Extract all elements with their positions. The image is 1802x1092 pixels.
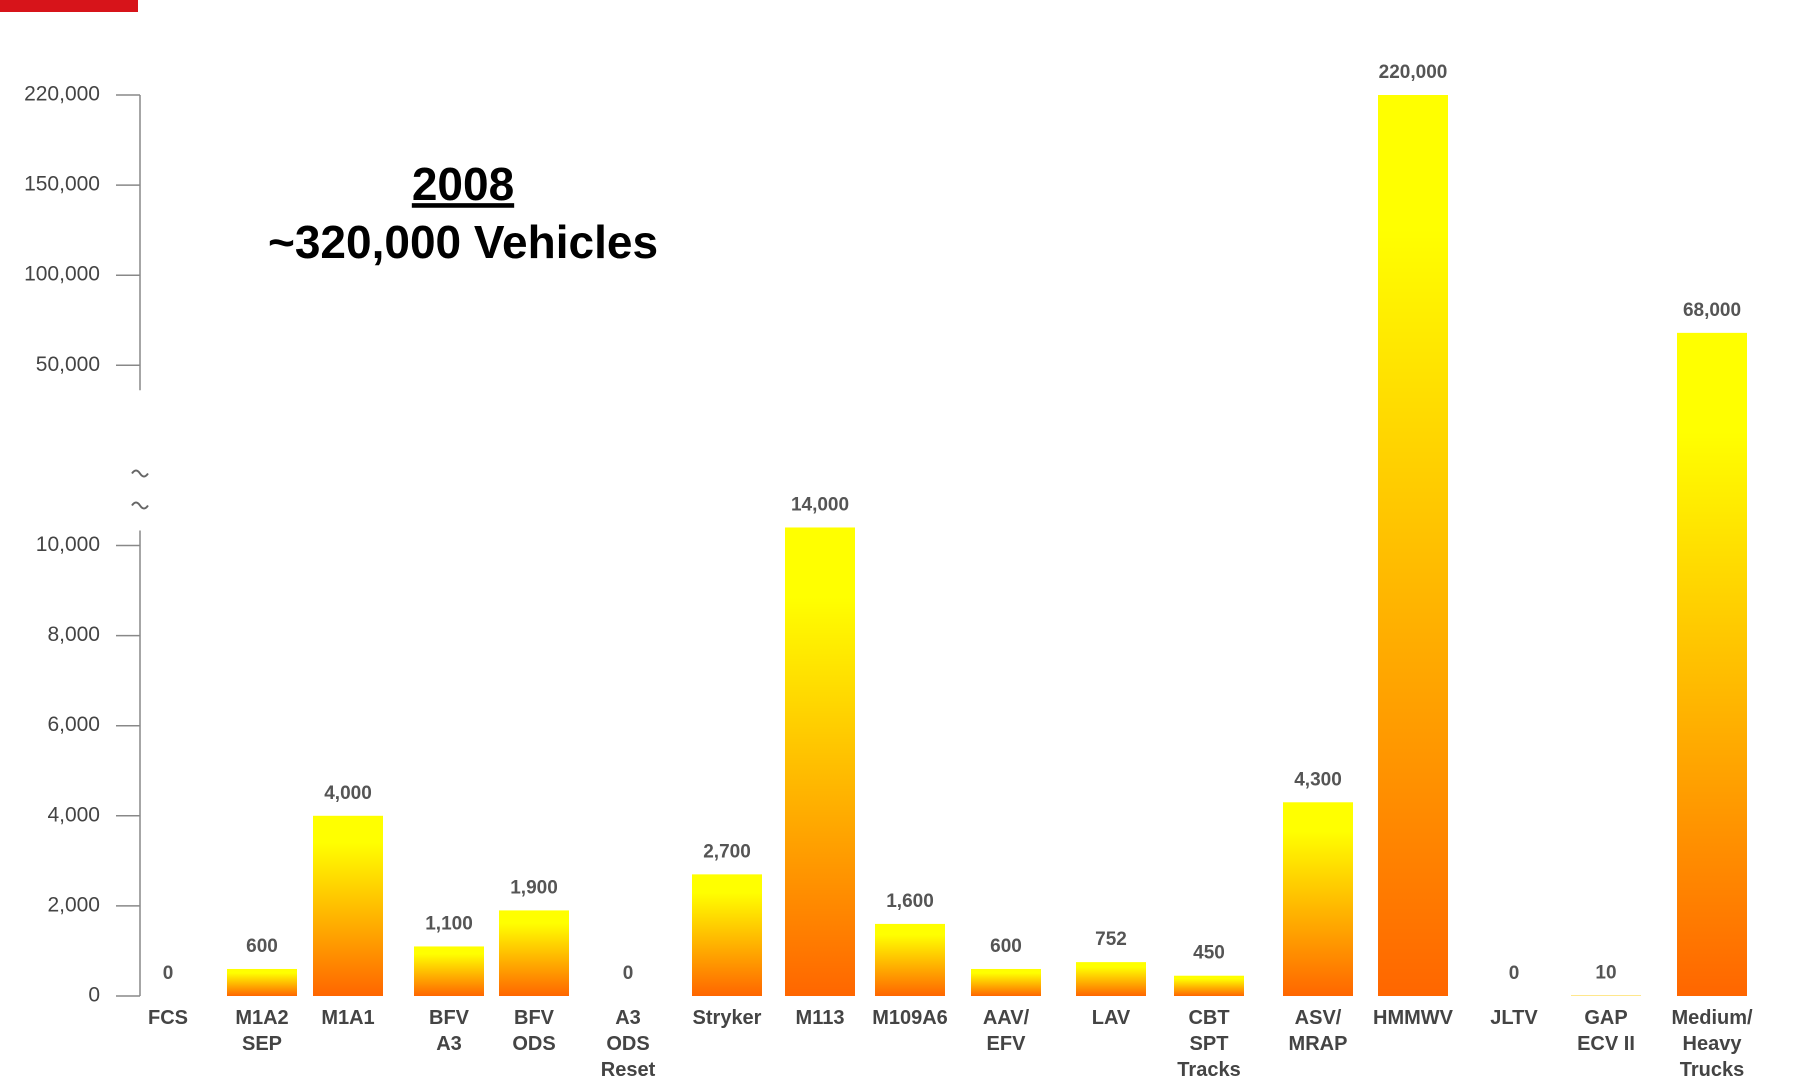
y-axis [116,95,140,996]
corner-block [0,0,138,12]
x-tick-label: Stryker [693,1007,762,1029]
bar [1076,962,1146,996]
value-label: 600 [990,936,1022,957]
bar [414,946,484,996]
x-tick-label: ASV/MRAP [1289,1007,1348,1055]
value-label: 14,000 [791,494,849,515]
value-label: 4,300 [1294,769,1342,790]
value-label: 1,900 [510,877,558,898]
axis-break [132,471,148,509]
value-label: 4,000 [324,783,372,804]
y-tick-label: 150,000 [24,173,100,196]
x-tick-label: FCS [148,1007,188,1029]
x-tick-label: LAV [1092,1007,1131,1029]
value-label: 2,700 [703,841,751,862]
bar [785,527,855,996]
x-tick-label: HMMWV [1373,1007,1454,1029]
value-label: 752 [1095,929,1127,950]
y-tick-label: 6,000 [47,713,100,736]
chart-subtitle: ~320,000 Vehicles [268,216,658,268]
value-label: 68,000 [1683,300,1741,321]
value-label: 600 [246,936,278,957]
y-tick-label: 4,000 [47,803,100,826]
bar [227,969,297,996]
chart-title: 2008 [412,158,514,210]
y-tick-label: 8,000 [47,623,100,646]
bar [313,816,383,996]
value-label: 10 [1595,963,1616,984]
bar [971,969,1041,996]
value-label: 1,600 [886,891,934,912]
value-label: 0 [623,963,634,984]
bar [1174,976,1244,996]
x-tick-label: M109A6 [872,1007,948,1029]
x-tick-label: JLTV [1490,1007,1538,1029]
bar [875,924,945,996]
y-tick-label: 50,000 [36,353,100,376]
x-tick-label: M1A1 [321,1007,374,1029]
value-label: 0 [1509,963,1520,984]
y-tick-label: 10,000 [36,533,100,556]
y-tick-label: 220,000 [24,83,100,106]
y-tick-label: 0 [88,984,100,1007]
y-tick-label: 100,000 [24,263,100,286]
bar [1378,95,1448,996]
bar [1677,333,1747,996]
value-label: 450 [1193,943,1225,964]
y-tick-label: 2,000 [47,893,100,916]
value-label: 0 [163,963,174,984]
bar [499,910,569,996]
value-label: 220,000 [1379,62,1448,83]
x-tick-label: M113 [796,1007,845,1029]
value-label: 1,100 [425,913,473,934]
x-tick-label: AAV/EFV [983,1007,1030,1055]
bar [1283,802,1353,996]
bar [692,874,762,996]
